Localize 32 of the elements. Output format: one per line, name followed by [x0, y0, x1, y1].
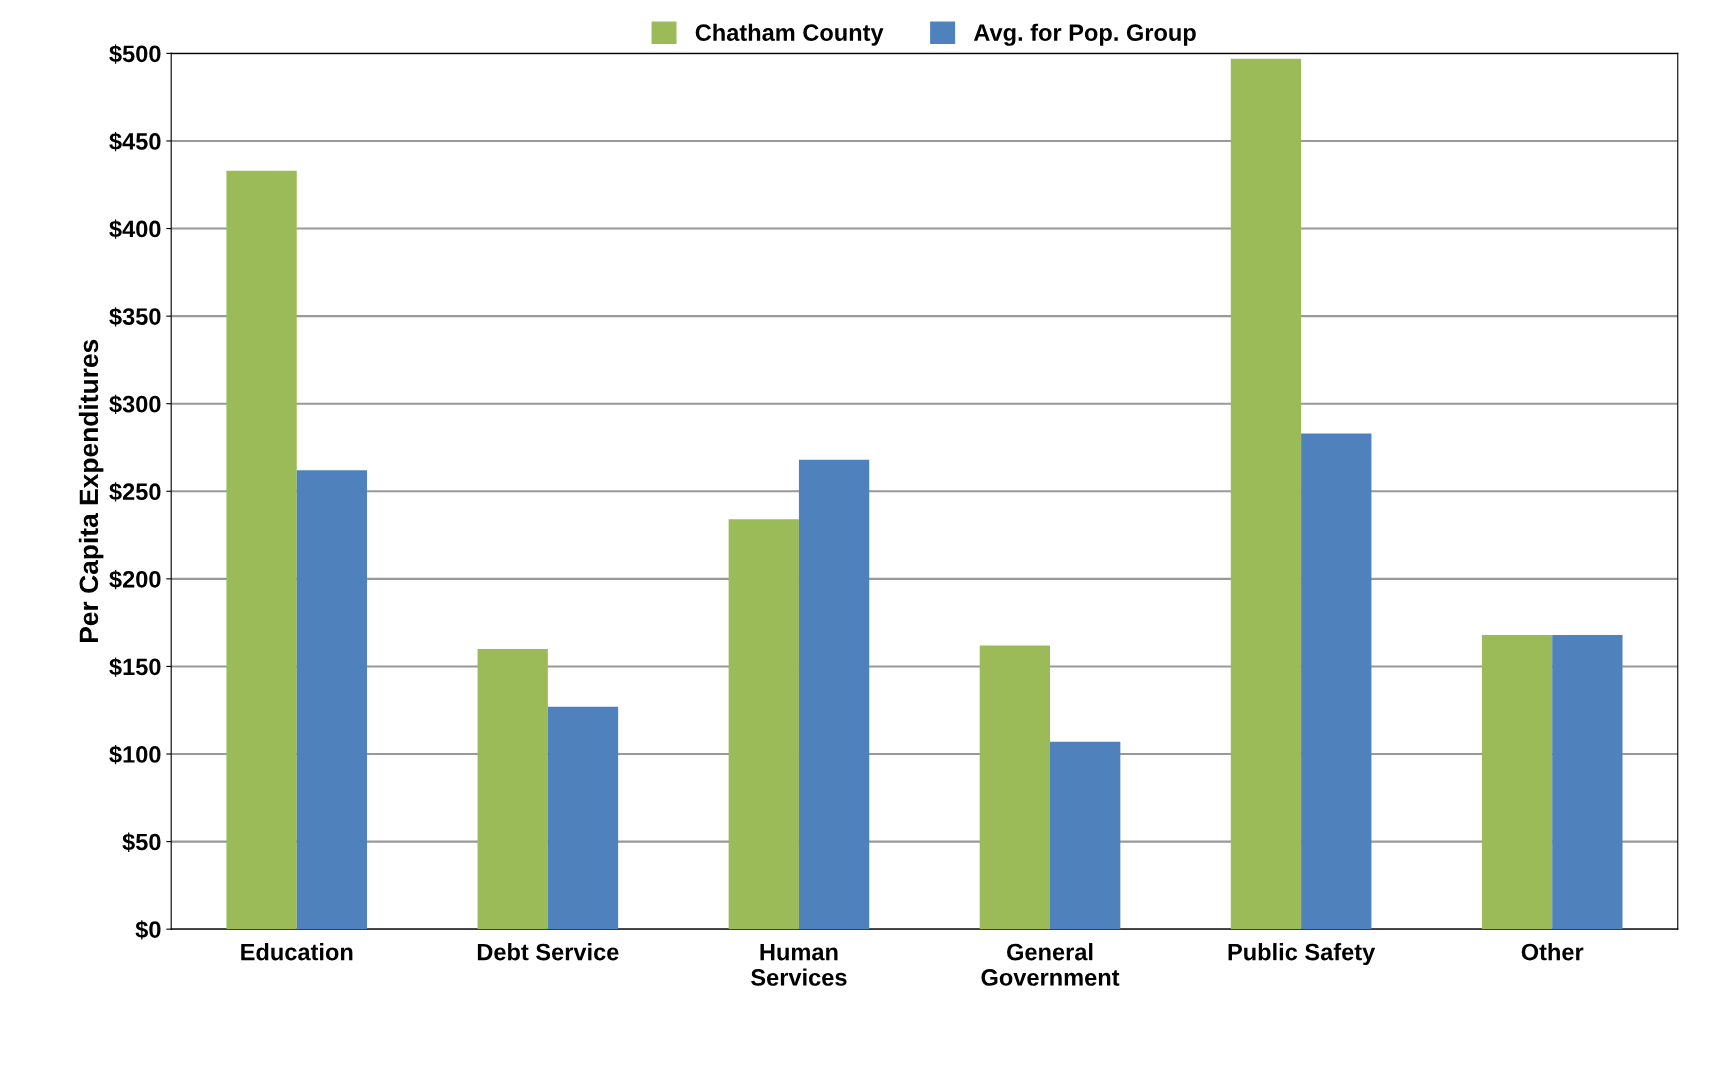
y-tick-label: $0	[135, 920, 161, 940]
y-tick-label: $200	[109, 569, 161, 590]
bar	[226, 170, 297, 930]
bar	[1050, 741, 1121, 930]
bar	[477, 648, 548, 930]
bar	[979, 645, 1051, 930]
x-tick-label: Public Safety	[1228, 943, 1376, 966]
y-tick-label: $450	[109, 132, 161, 152]
bar	[547, 706, 619, 930]
y-axis-title: Per Capita Expenditures	[78, 339, 104, 643]
bar	[1230, 58, 1302, 930]
y-tick-label: $350	[109, 307, 161, 327]
y-tick-label: $150	[109, 657, 161, 677]
legend-label: Chatham County	[695, 23, 884, 46]
x-tick-label: Human Services	[751, 943, 847, 986]
bar	[296, 470, 368, 930]
y-tick-label: $300	[109, 394, 161, 415]
y-tick-label: $250	[109, 482, 161, 502]
y-tick-label: $50	[122, 832, 161, 852]
bar	[728, 519, 799, 930]
x-tick-label: Debt Service	[477, 943, 619, 961]
x-tick-label: Other	[1521, 943, 1584, 961]
bar	[798, 459, 870, 930]
bar	[1552, 634, 1623, 930]
y-tick-label: $100	[109, 745, 161, 765]
legend-label: Avg. for Pop. Group	[973, 23, 1196, 46]
y-tick-label: $500	[109, 44, 161, 64]
bar	[1481, 634, 1553, 930]
x-tick-label: General Government	[981, 943, 1120, 986]
x-tick-label: Education	[241, 943, 353, 961]
bar	[1301, 433, 1372, 930]
y-tick-label: $400	[109, 219, 161, 239]
